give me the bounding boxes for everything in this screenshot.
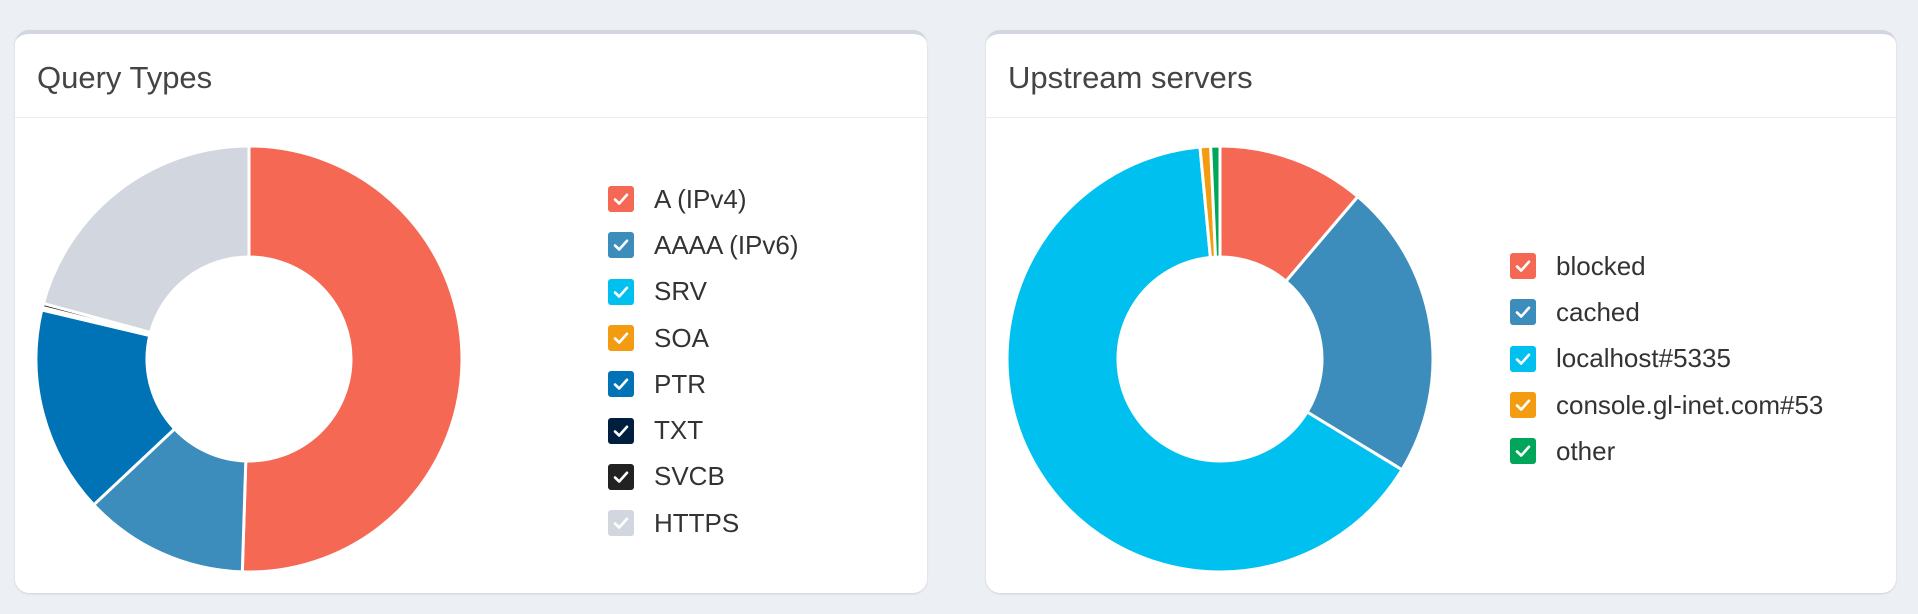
legend-label: blocked	[1556, 250, 1646, 281]
legend-label: localhost#5335	[1556, 343, 1731, 374]
query-types-slice-a-ipv4[interactable]	[240, 144, 464, 574]
legend-label: console.gl-inet.com#53	[1556, 389, 1824, 420]
upstream-legend-item-other[interactable]: other	[1510, 428, 1823, 474]
checkbox-checked-icon[interactable]	[608, 510, 634, 537]
query-types-card: Query Types A (IPv4) AAAA (IPv6) SRV SOA PTR…	[15, 30, 927, 593]
query-types-slice-https[interactable]	[41, 144, 251, 335]
query-types-legend-item-soa[interactable]: SOA	[608, 315, 799, 361]
checkbox-checked-icon[interactable]	[1510, 392, 1536, 419]
query-types-legend-item-https[interactable]: HTTPS	[608, 500, 799, 546]
upstream-servers-chart	[1005, 144, 1435, 574]
upstream-slice-other[interactable]	[1209, 144, 1222, 259]
upstream-legend-item-cached[interactable]: cached	[1510, 289, 1823, 335]
upstream-slice-cached[interactable]	[1283, 194, 1435, 472]
query-types-title: Query Types	[37, 59, 213, 95]
upstream-servers-card: Upstream servers blocked cached localhost#…	[986, 30, 1896, 593]
checkbox-checked-icon[interactable]	[608, 232, 634, 259]
checkbox-checked-icon[interactable]	[608, 371, 634, 398]
upstream-servers-header: Upstream servers	[986, 34, 1896, 118]
checkbox-checked-icon[interactable]	[608, 325, 634, 352]
query-types-chart	[34, 144, 464, 574]
checkbox-checked-icon[interactable]	[1510, 299, 1536, 326]
checkbox-checked-icon[interactable]	[1510, 253, 1536, 280]
checkbox-checked-icon[interactable]	[1510, 345, 1536, 372]
upstream-legend-item-blocked[interactable]: blocked	[1510, 243, 1823, 289]
query-types-legend-item-a-ipv4[interactable]: A (IPv4)	[608, 176, 799, 222]
legend-label: SOA	[654, 322, 709, 353]
legend-label: TXT	[654, 415, 704, 446]
query-types-legend-item-aaaa-ipv6[interactable]: AAAA (IPv6)	[608, 222, 799, 268]
query-types-legend-item-ptr[interactable]: PTR	[608, 361, 799, 407]
checkbox-checked-icon[interactable]	[608, 278, 634, 305]
legend-label: AAAA (IPv6)	[654, 229, 799, 260]
checkbox-checked-icon[interactable]	[608, 417, 634, 444]
query-types-legend-item-srv[interactable]: SRV	[608, 269, 799, 315]
query-types-legend-item-txt[interactable]: TXT	[608, 407, 799, 453]
upstream-servers-title: Upstream servers	[1008, 59, 1253, 95]
legend-label: PTR	[654, 368, 706, 399]
legend-label: SVCB	[654, 461, 725, 492]
legend-label: SRV	[654, 276, 707, 307]
upstream-legend-item-console-gl-inet-com-53[interactable]: console.gl-inet.com#53	[1510, 382, 1823, 428]
upstream-slice-localhost-5335[interactable]	[1005, 145, 1405, 574]
upstream-legend-item-localhost-5335[interactable]: localhost#5335	[1510, 336, 1823, 382]
legend-label: HTTPS	[654, 507, 740, 538]
legend-label: other	[1556, 435, 1616, 466]
legend-label: A (IPv4)	[654, 183, 747, 214]
query-types-slice-ptr[interactable]	[34, 308, 177, 507]
upstream-servers-legend: blocked cached localhost#5335 console.gl-in…	[1510, 243, 1823, 474]
checkbox-checked-icon[interactable]	[608, 186, 634, 213]
checkbox-checked-icon[interactable]	[608, 463, 634, 490]
query-types-legend-item-svcb[interactable]: SVCB	[608, 454, 799, 500]
query-types-legend: A (IPv4) AAAA (IPv6) SRV SOA PTR TXT SVCB HTTPS	[608, 176, 799, 546]
query-types-header: Query Types	[15, 34, 927, 118]
checkbox-checked-icon[interactable]	[1510, 438, 1536, 465]
legend-label: cached	[1556, 296, 1640, 327]
